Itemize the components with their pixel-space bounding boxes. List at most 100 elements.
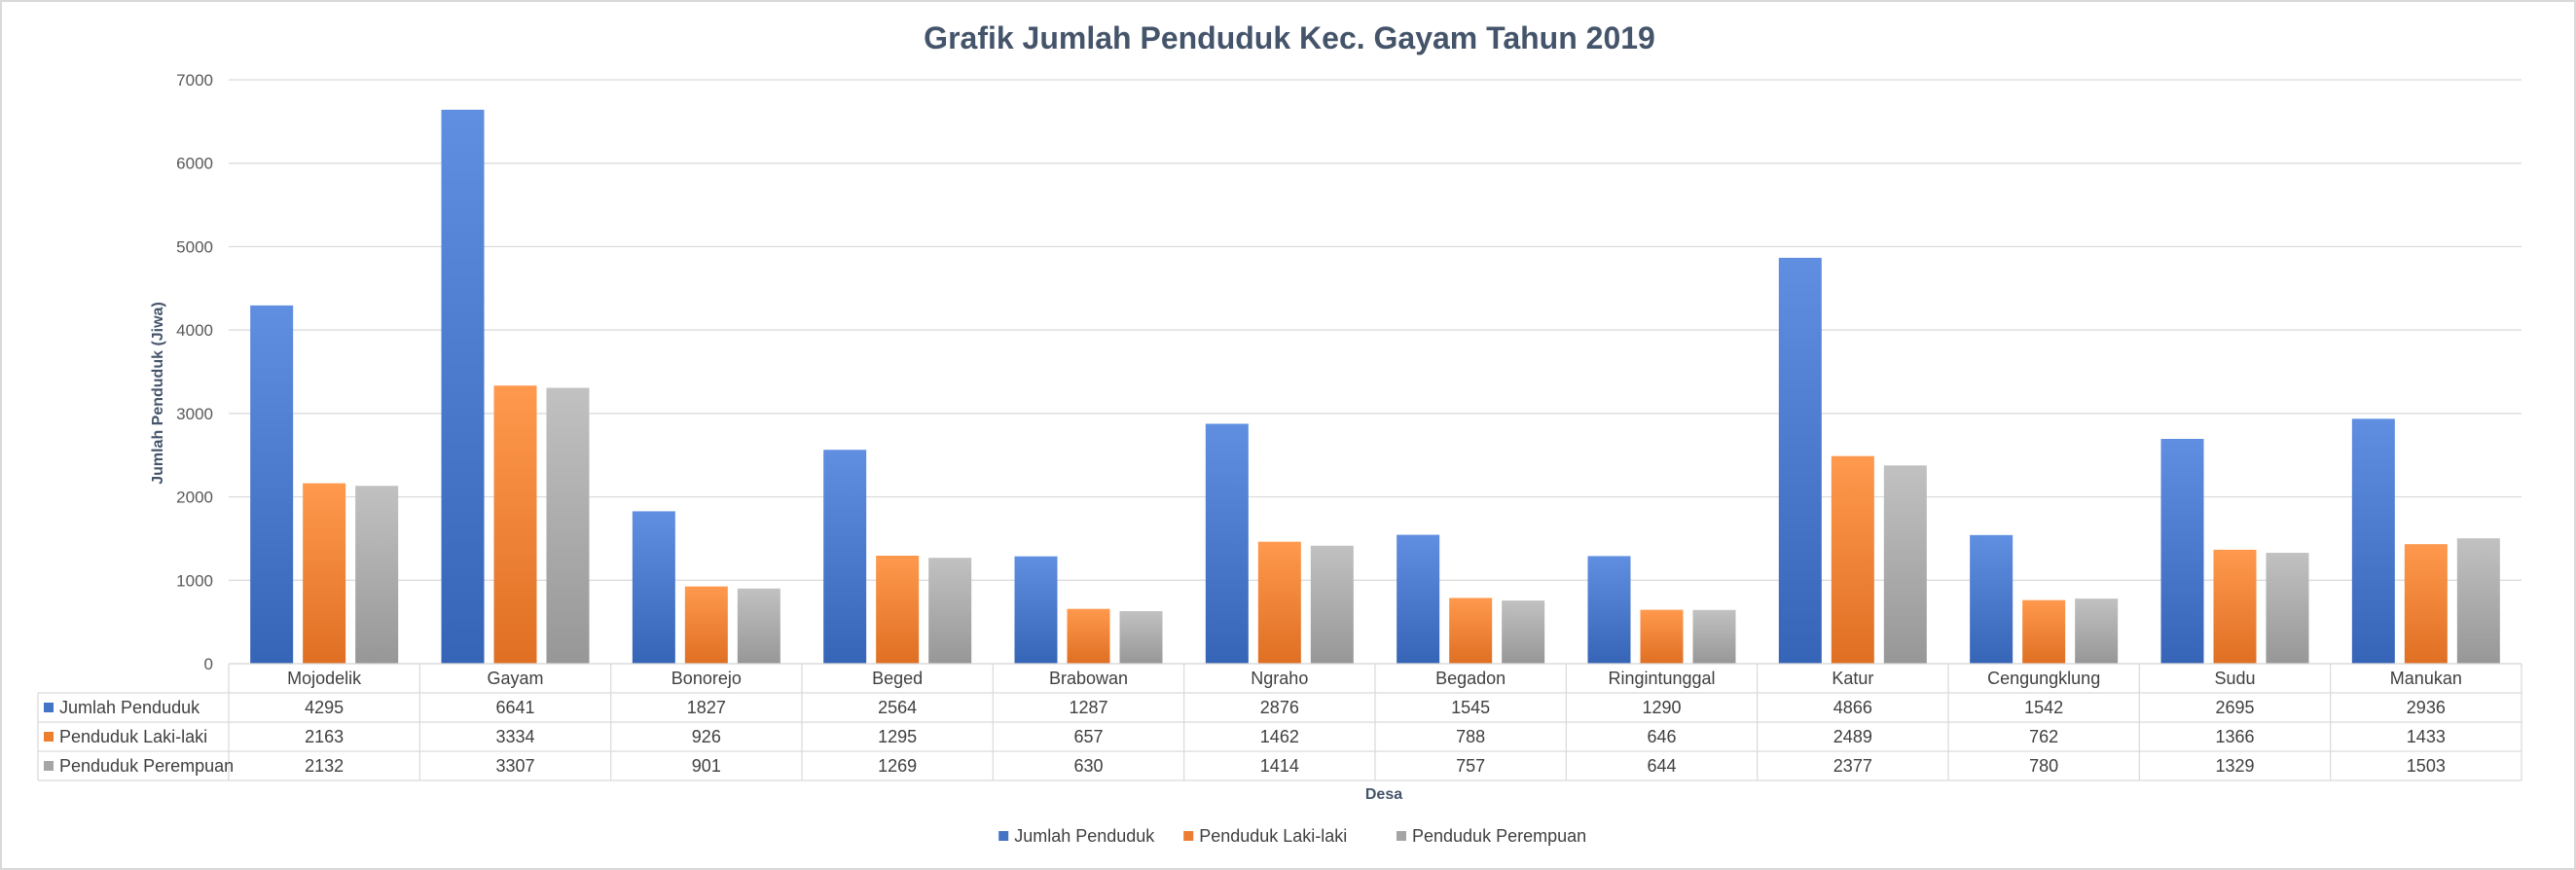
bar — [2404, 544, 2448, 664]
table-series-label: Jumlah Penduduk — [59, 698, 200, 717]
table-series-label: Penduduk Laki-laki — [59, 727, 207, 746]
y-tick-label: 3000 — [176, 405, 213, 423]
bar — [876, 556, 920, 664]
table-cell: 2489 — [1833, 727, 1872, 746]
bar — [632, 511, 675, 664]
legend-item: Jumlah Penduduk — [998, 826, 1155, 846]
bar — [684, 586, 728, 664]
table-cell: 762 — [2029, 727, 2058, 746]
table-cell: 1545 — [1451, 698, 1490, 717]
table-series-label: Penduduk Perempuan — [59, 756, 234, 776]
x-category-label: Katur — [1832, 669, 1873, 688]
bar — [1778, 257, 1822, 664]
table-cell: 2132 — [305, 756, 344, 776]
y-tick-label: 7000 — [176, 71, 213, 90]
bars — [250, 109, 2500, 665]
table-cell: 1542 — [2024, 698, 2063, 717]
table-cell: 926 — [692, 727, 721, 746]
table-cell: 788 — [1456, 727, 1485, 746]
legend-label: Penduduk Laki-laki — [1199, 826, 1347, 846]
x-category-label: Gayam — [487, 669, 543, 688]
bar — [1970, 534, 2014, 664]
bar — [2075, 598, 2119, 664]
bar — [1692, 609, 1736, 664]
x-category-label: Ringintunggal — [1608, 669, 1715, 688]
table-cell: 646 — [1647, 727, 1676, 746]
bar — [2022, 599, 2066, 664]
x-category-label: Cengungklung — [1987, 669, 2100, 688]
table-cell: 2876 — [1260, 698, 1299, 717]
x-category-label: Mojodelik — [287, 669, 362, 688]
bar — [737, 588, 780, 664]
table-cell: 1269 — [878, 756, 917, 776]
table-cell: 2695 — [2215, 698, 2254, 717]
y-tick-label: 4000 — [176, 321, 213, 340]
table-cell: 4866 — [1833, 698, 1872, 717]
table-cell: 2377 — [1833, 756, 1872, 776]
bar — [250, 305, 294, 664]
table-series-swatch — [44, 761, 54, 771]
bar — [1014, 556, 1058, 664]
y-tick-label: 2000 — [176, 489, 213, 507]
y-axis-ticks: 0 1000 2000 3000 4000 5000 6000 7000 — [176, 71, 213, 673]
bar — [1502, 600, 1545, 664]
table-cell: 1414 — [1260, 756, 1299, 776]
table-cell: 2564 — [878, 698, 917, 717]
bar — [1310, 545, 1354, 664]
bar — [303, 483, 346, 664]
y-axis-title: Jumlah Penduduk (Jiwa) — [150, 302, 166, 485]
table-cell: 2936 — [2407, 698, 2446, 717]
table-cell: 657 — [1073, 727, 1103, 746]
legend-item: Penduduk Perempuan — [1397, 826, 1586, 846]
legend: Jumlah Penduduk Penduduk Laki-laki Pendudu… — [998, 826, 1586, 846]
bar — [1205, 423, 1249, 664]
table-cell: 644 — [1647, 756, 1676, 776]
y-tick-label: 0 — [204, 655, 213, 673]
bar — [1640, 609, 1684, 664]
chart-title: Grafik Jumlah Penduduk Kec. Gayam Tahun … — [924, 20, 1655, 55]
legend-swatch — [998, 831, 1009, 841]
x-axis-title: Desa — [1365, 786, 1402, 803]
y-tick-label: 1000 — [176, 571, 213, 590]
bar — [441, 109, 485, 665]
bar — [928, 558, 972, 664]
table-cell: 1827 — [687, 698, 726, 717]
table-cell: 6641 — [495, 698, 534, 717]
bar — [355, 486, 399, 664]
x-category-label: Ngraho — [1251, 669, 1308, 688]
table-cell: 3334 — [495, 727, 534, 746]
x-category-label: Brabowan — [1049, 669, 1128, 688]
table-cell: 630 — [1073, 756, 1103, 776]
table-cell: 1433 — [2407, 727, 2446, 746]
x-category-label: Sudu — [2214, 669, 2255, 688]
bar — [1257, 541, 1301, 664]
bar — [2266, 553, 2309, 664]
table-cell: 1329 — [2215, 756, 2254, 776]
bar — [2160, 439, 2204, 664]
table-cell: 757 — [1456, 756, 1485, 776]
legend-item: Penduduk Laki-laki — [1183, 826, 1347, 846]
bar — [1397, 534, 1440, 664]
table-cell: 1366 — [2215, 727, 2254, 746]
table-series-swatch — [44, 703, 54, 712]
bar — [2456, 538, 2500, 664]
table-series-swatch — [44, 732, 54, 742]
legend-label: Penduduk Perempuan — [1412, 826, 1586, 846]
bar — [2213, 549, 2257, 664]
x-category-label: Bonorejo — [671, 669, 742, 688]
bar — [1449, 598, 1493, 664]
bar — [823, 450, 867, 664]
bar — [2351, 418, 2395, 664]
x-category-label: Manukan — [2390, 669, 2462, 688]
x-category-label: Begadon — [1435, 669, 1506, 688]
gridlines — [229, 79, 2522, 665]
bar — [1831, 455, 1874, 664]
bar — [1587, 556, 1631, 664]
x-category-label: Beged — [872, 669, 923, 688]
y-tick-label: 6000 — [176, 155, 213, 173]
bar — [1067, 608, 1110, 664]
legend-swatch — [1183, 831, 1194, 841]
legend-label: Jumlah Penduduk — [1014, 826, 1155, 846]
